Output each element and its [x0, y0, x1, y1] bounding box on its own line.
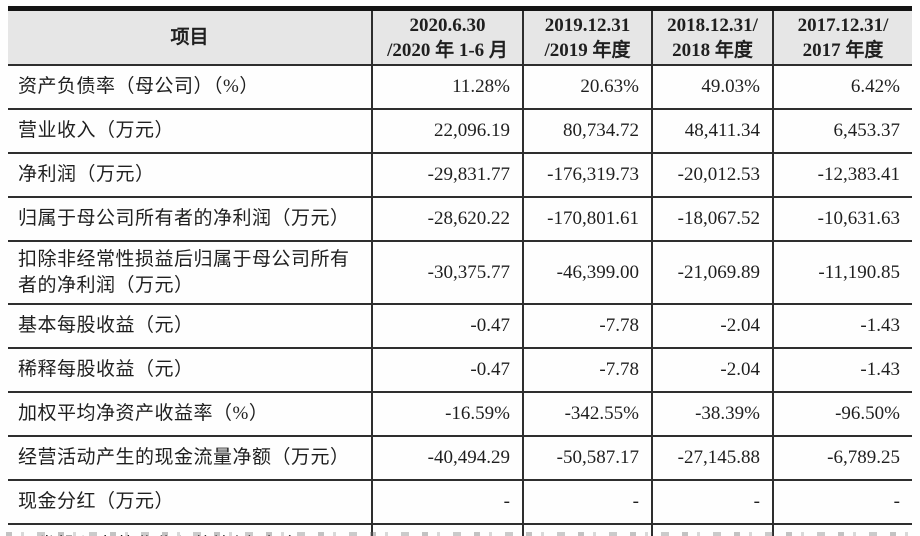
cell-value: -40,494.29: [371, 436, 523, 481]
cell-value: 49.03%: [651, 65, 773, 110]
cell-value: -1.43: [772, 348, 912, 393]
column-header-2017-line2: 2017 年度: [802, 39, 884, 61]
cell-value: -16.59%: [371, 392, 523, 437]
cell-value: -: [522, 480, 652, 525]
cell-value: -1.43: [772, 304, 912, 349]
cell-value: -2.04: [651, 348, 773, 393]
row-label: 净利润（万元）: [8, 153, 372, 198]
cell-value: -28,620.22: [371, 197, 523, 242]
cell-value: -46,399.00: [522, 241, 652, 305]
row-label: 经营活动产生的现金流量净额（万元）: [8, 436, 372, 481]
table-row: 稀释每股收益（元） -0.47 -7.78 -2.04 -1.43: [8, 348, 912, 393]
column-header-item: 项目: [8, 8, 372, 66]
cell-value: -10,631.63: [772, 197, 912, 242]
column-header-2017: 2017.12.31/ 2017 年度: [772, 8, 912, 66]
row-label: 现金分红（万元）: [8, 480, 372, 525]
column-header-2018-line2: 2018 年度: [672, 39, 753, 61]
financial-summary-table: 项目 2020.6.30 /2020 年 1-6 月 2019.12.31 /2…: [8, 6, 912, 536]
column-header-2018-line1: 2018.12.31/: [667, 14, 758, 36]
cell-value: 80,734.72: [522, 109, 652, 154]
cell-value: -: [371, 480, 523, 525]
table-row: 经营活动产生的现金流量净额（万元） -40,494.29 -50,587.17 …: [8, 436, 912, 481]
column-header-2017-line1: 2017.12.31/: [797, 14, 889, 36]
row-label: 稀释每股收益（元）: [8, 348, 372, 393]
cell-value: -7.78: [522, 304, 652, 349]
cell-value: -50,587.17: [522, 436, 652, 481]
table-row: 基本每股收益（元） -0.47 -7.78 -2.04 -1.43: [8, 304, 912, 349]
row-label: 营业收入（万元）: [8, 109, 372, 154]
cell-value: -21,069.89: [651, 241, 773, 305]
cell-value: 6,453.37: [772, 109, 912, 154]
column-header-2019-line1: 2019.12.31: [544, 14, 631, 36]
cell-value: 20.63%: [522, 65, 652, 110]
table-row: 研发投入占营业收入的比例（%） 112.00% 56.25% 30.61% 92…: [8, 524, 912, 536]
cell-value: 22,096.19: [371, 109, 523, 154]
cell-value: -0.47: [371, 348, 523, 393]
cell-value: -96.50%: [772, 392, 912, 437]
row-label: 基本每股收益（元）: [8, 304, 372, 349]
cell-value: -30,375.77: [371, 241, 523, 305]
cell-value: 11.28%: [371, 65, 523, 110]
cell-value: -12,383.41: [772, 153, 912, 198]
table-row: 加权平均净资产收益率（%） -16.59% -342.55% -38.39% -…: [8, 392, 912, 437]
table-row: 现金分红（万元） - - - -: [8, 480, 912, 525]
column-header-2020-line1: 2020.6.30: [409, 14, 486, 36]
row-label: 归属于母公司所有者的净利润（万元）: [8, 197, 372, 242]
cell-value: -6,789.25: [772, 436, 912, 481]
table-row: 净利润（万元） -29,831.77 -176,319.73 -20,012.5…: [8, 153, 912, 198]
cropped-text-remnant: [6, 532, 914, 536]
table-row: 营业收入（万元） 22,096.19 80,734.72 48,411.34 6…: [8, 109, 912, 154]
cell-value: -38.39%: [651, 392, 773, 437]
cell-value: 48,411.34: [651, 109, 773, 154]
cell-value: -29,831.77: [371, 153, 523, 198]
table-row: 归属于母公司所有者的净利润（万元） -28,620.22 -170,801.61…: [8, 197, 912, 242]
row-label: 加权平均净资产收益率（%）: [8, 392, 372, 437]
cell-value: 6.42%: [772, 65, 912, 110]
column-header-2019: 2019.12.31 /2019 年度: [522, 8, 652, 66]
cell-value: -20,012.53: [651, 153, 773, 198]
cell-value: -170,801.61: [522, 197, 652, 242]
row-label: 资产负债率（母公司）（%）: [8, 65, 372, 110]
cell-value: -27,145.88: [651, 436, 773, 481]
column-header-2018: 2018.12.31/ 2018 年度: [651, 8, 773, 66]
column-header-2020-line2: /2020 年 1-6 月: [387, 39, 508, 61]
cell-value: -7.78: [522, 348, 652, 393]
cell-value: -342.55%: [522, 392, 652, 437]
cell-value: -2.04: [651, 304, 773, 349]
column-header-item-label: 项目: [170, 27, 209, 48]
cell-value: -0.47: [371, 304, 523, 349]
cell-value: -18,067.52: [651, 197, 773, 242]
table-row: 资产负债率（母公司）（%） 11.28% 20.63% 49.03% 6.42%: [8, 65, 912, 110]
column-header-2020: 2020.6.30 /2020 年 1-6 月: [371, 8, 523, 66]
cell-value: -176,319.73: [522, 153, 652, 198]
table-row: 扣除非经常性损益后归属于母公司所有者的净利润（万元） -30,375.77 -4…: [8, 241, 912, 305]
cell-value: -: [651, 480, 773, 525]
table-header-row: 项目 2020.6.30 /2020 年 1-6 月 2019.12.31 /2…: [8, 8, 912, 66]
column-header-2019-line2: /2019 年度: [544, 39, 631, 61]
cell-value: -11,190.85: [772, 241, 912, 305]
cell-value: -: [772, 480, 912, 525]
row-label: 扣除非经常性损益后归属于母公司所有者的净利润（万元）: [8, 241, 372, 305]
